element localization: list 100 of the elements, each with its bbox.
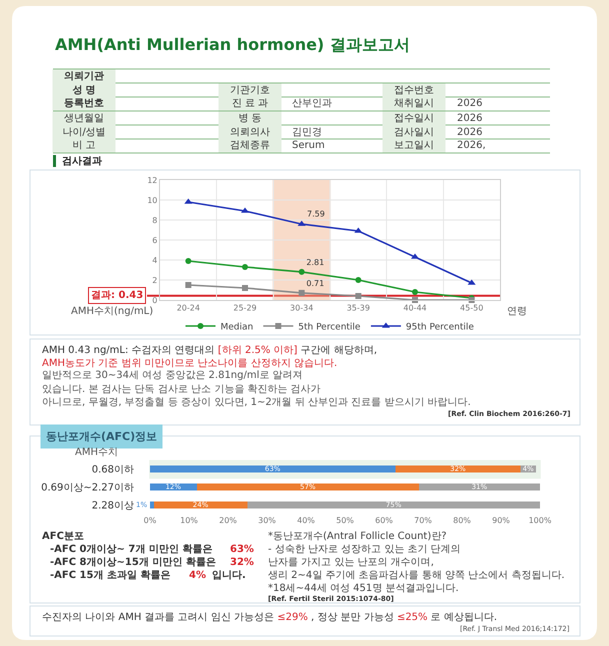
text: 32% — [230, 557, 254, 568]
x-tick-label: 40-44 — [403, 304, 427, 313]
text: 진 료 과 — [232, 98, 268, 109]
text: 4% — [189, 570, 206, 581]
x-tick-label: 0% — [144, 516, 157, 525]
y-tick-label: 2.28이상 — [92, 500, 134, 512]
text: 2026 — [457, 127, 482, 138]
point — [412, 289, 418, 295]
chart-title: 동난포개수(AFC)정보 — [46, 430, 158, 443]
x-tick-label: 90% — [492, 516, 510, 525]
text: 의뢰의사 — [230, 127, 270, 138]
text: 2026, — [457, 140, 486, 151]
text: 생리 2~4일 주기에 초음파검사를 통해 양쪽 난소에서 측정됩니다. — [268, 570, 565, 581]
text: 구간에 해당하며, — [300, 345, 378, 356]
legend-label: Median — [220, 322, 254, 333]
ref-line-label: 결과: 0.43 — [91, 290, 144, 301]
text: 수진자의 나이와 AMH 결과를 고려시 임신 가능성은 — [42, 612, 274, 623]
y-tick-label: 4 — [152, 256, 158, 265]
text: 성 명 — [72, 85, 96, 96]
text: 기관기호 — [230, 85, 270, 96]
point — [355, 293, 362, 299]
text: AMH농도가 기준 범위 미만이므로 난소나이를 산정하지 않습니다. — [42, 358, 338, 369]
text: 검사결과 — [62, 156, 102, 167]
point — [242, 285, 248, 291]
x-tick-label: 100% — [528, 516, 552, 525]
text: 비 고 — [72, 140, 96, 151]
data-label: 2.81 — [306, 258, 324, 268]
x-tick-label: 80% — [453, 516, 472, 525]
point — [185, 282, 192, 288]
x-axis-title: 연령 — [507, 306, 527, 317]
x-tick-label: 20-24 — [176, 304, 200, 313]
text: 김민경 — [292, 127, 322, 138]
x-tick-label: 60% — [375, 516, 394, 525]
text: *18세~44세 여성 451명 분석결과입니다. — [268, 583, 459, 594]
text: 아니므로, 무월경, 부정출혈 등 증상이 있다면, 1~2개월 뒤 산부인과 진료를 받으시기 바랍니다. — [42, 397, 471, 408]
text: 생년월일 — [64, 113, 104, 124]
y-tick-label: 2 — [152, 276, 158, 285]
point — [298, 290, 305, 296]
point — [298, 268, 305, 275]
x-tick-label: 40% — [297, 516, 316, 525]
text: 접수일시 — [394, 113, 434, 124]
text: AMH 0.43 ng/mL: 수검자의 연령대의 — [42, 345, 215, 356]
text: 검사일시 — [394, 127, 434, 138]
text: 의뢰기관 — [64, 71, 104, 82]
text: 2026 — [457, 98, 482, 109]
text: 접수번호 — [394, 85, 434, 96]
text: 일반적으로 30~34세 여성 중앙값은 2.81ng/ml로 알려져 있습니다. 본 검사는 단독 검사로 난소 기능을 확진하는 검사가 — [42, 370, 321, 395]
text: 나이/성별 — [62, 127, 106, 138]
point — [242, 264, 248, 270]
text: 2026 — [457, 113, 482, 124]
y-axis-title: AMH수치 — [75, 447, 118, 458]
point — [185, 258, 192, 264]
bar — [419, 483, 540, 491]
text: Serum — [292, 140, 325, 151]
text: 로 예상됩니다. — [430, 612, 498, 623]
bar — [150, 501, 154, 509]
x-tick-label: 70% — [414, 516, 432, 525]
y-tick-label: 10 — [147, 196, 158, 205]
x-tick-label: 35-39 — [346, 304, 370, 313]
text: AMH(Anti Mullerian hormone) 결과보고서 — [55, 35, 410, 54]
text: 등록번호 — [64, 98, 104, 109]
y-tick-label: 0.68이하 — [92, 464, 134, 476]
x-tick-label: 25-29 — [233, 304, 257, 313]
text: *동난포개수(Antral Follicle Count)란? — [268, 531, 447, 542]
bar — [196, 483, 420, 491]
data-label: 0.71 — [306, 279, 324, 288]
bar — [248, 501, 540, 509]
text: 63% — [230, 544, 254, 555]
text: AFC분포 — [42, 531, 84, 542]
text: , 정상 분만 가능성 — [311, 612, 394, 623]
text: 검체종류 — [230, 140, 270, 151]
bar — [150, 465, 396, 473]
x-tick-label: 10% — [180, 516, 198, 525]
x-tick-label: 45-50 — [460, 304, 484, 313]
y-tick-label: 6 — [152, 236, 158, 245]
legend-label: 95th Percentile — [406, 322, 474, 333]
text: 병 동 — [238, 113, 262, 124]
text: -AFC 0개이상~ 7개 미만인 확률은 — [50, 544, 212, 555]
text: - 성숙한 난자로 성장하고 있는 초기 단계의 난자를 가지고 있는 난포의 개수이며, — [268, 544, 461, 568]
y-axis-title: AMH수치(ng/mL) — [71, 306, 154, 317]
text: ≤29% — [277, 612, 308, 623]
data-label: 7.59 — [307, 210, 325, 219]
text: -AFC 15개 초과일 확률은 — [50, 570, 170, 581]
x-tick-label: 20% — [219, 516, 238, 525]
x-tick-label: 30-34 — [290, 304, 314, 313]
text: ≤25% — [396, 612, 428, 623]
y-tick-label: 8 — [152, 216, 158, 225]
text: 채취일시 — [394, 98, 434, 109]
y-tick-label: 12 — [147, 176, 158, 185]
bar — [396, 465, 520, 473]
y-tick-label: 0 — [152, 296, 158, 305]
text: 입니다. — [212, 570, 246, 581]
point — [355, 277, 362, 283]
bar — [154, 501, 248, 509]
y-tick-label: 0.69이상~2.27이하 — [41, 482, 134, 494]
text: 보고일시 — [394, 140, 434, 151]
x-tick-label: 30% — [258, 516, 276, 525]
text: 산부인과 — [292, 98, 332, 109]
text: [하위 2.5% 이하] — [218, 345, 298, 356]
legend-label: 5th Percentile — [298, 322, 361, 333]
